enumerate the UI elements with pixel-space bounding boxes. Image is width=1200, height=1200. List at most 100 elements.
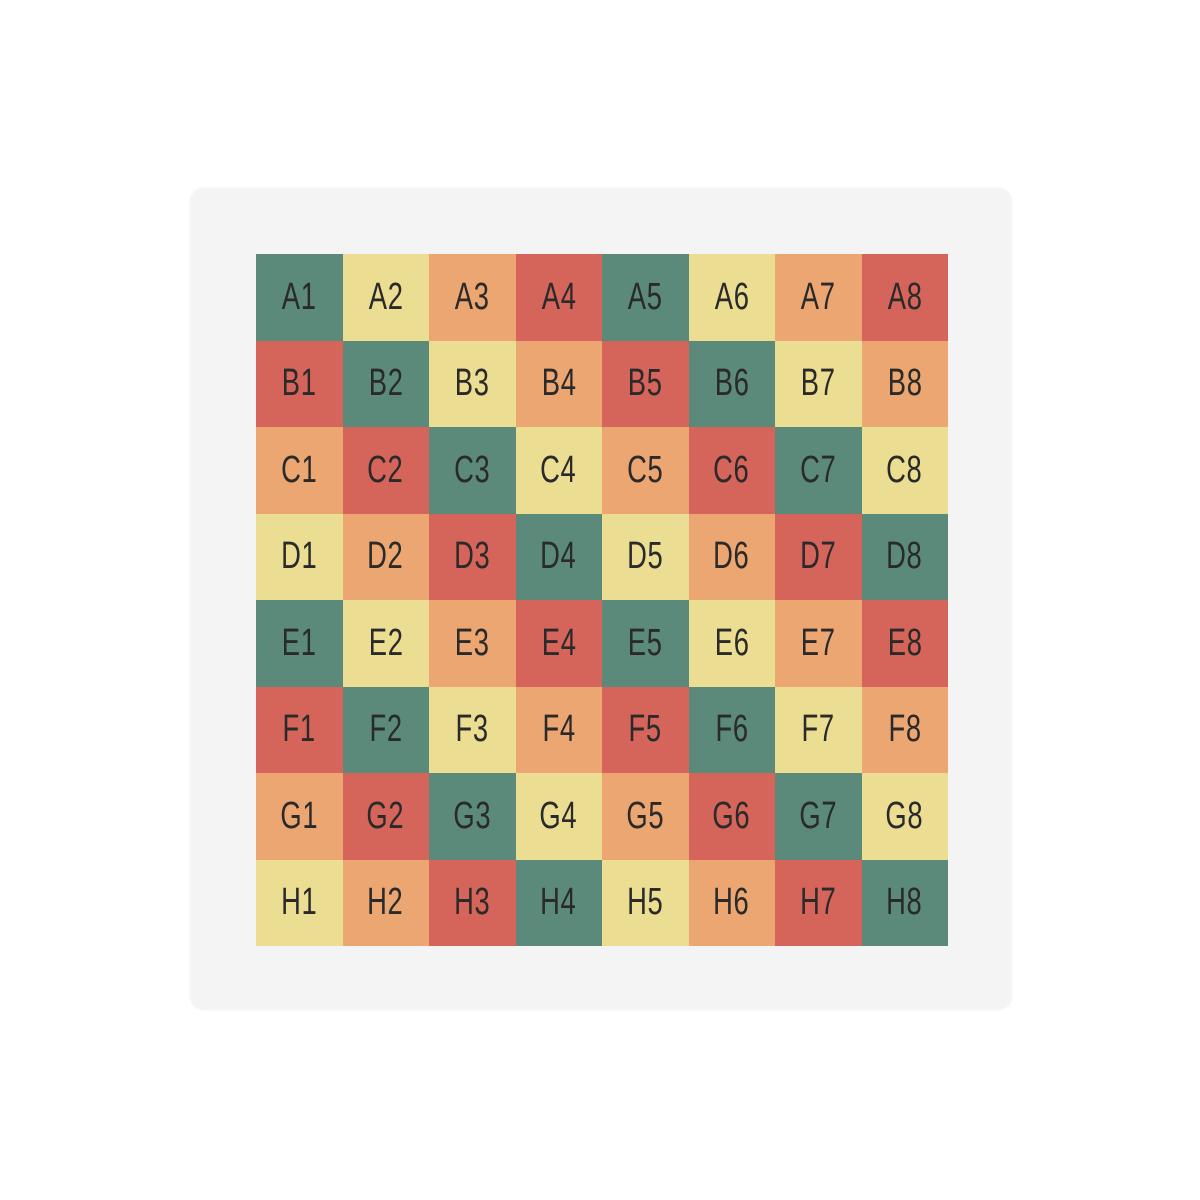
grid-cell: G5: [602, 773, 689, 860]
grid-cell: F5: [602, 686, 689, 773]
cell-label: C4: [540, 448, 577, 491]
grid-cell: E6: [688, 600, 775, 687]
cell-label: B2: [368, 362, 404, 405]
grid-cell: G6: [688, 773, 775, 860]
cell-label: F6: [715, 708, 749, 751]
grid-cell: H3: [429, 859, 516, 946]
cell-label: G7: [799, 794, 838, 837]
grid-cell: H7: [775, 859, 862, 946]
cell-label: E6: [714, 621, 750, 664]
cell-label: D8: [886, 535, 923, 578]
cell-label: D5: [627, 535, 664, 578]
grid-cell: D1: [256, 513, 343, 600]
cell-label: G4: [539, 794, 578, 837]
cell-label: C2: [367, 448, 404, 491]
cell-label: D3: [454, 535, 491, 578]
grid-cell: F1: [256, 686, 343, 773]
cell-label: H6: [713, 881, 750, 924]
cell-label: D1: [281, 535, 318, 578]
cell-label: C7: [800, 448, 837, 491]
cell-label: A2: [368, 275, 404, 318]
grid-cell: C7: [775, 427, 862, 514]
grid-cell: B7: [775, 340, 862, 427]
grid-cell: A6: [688, 254, 775, 341]
grid-cell: H5: [602, 859, 689, 946]
cell-label: C6: [713, 448, 750, 491]
cell-label: F5: [628, 708, 662, 751]
grid-cell: A8: [861, 254, 948, 341]
grid-cell: D2: [342, 513, 429, 600]
cell-label: H5: [627, 881, 664, 924]
cell-label: H2: [367, 881, 404, 924]
grid-cell: H2: [342, 859, 429, 946]
grid-cell: A1: [256, 254, 343, 341]
grid-cell: D7: [775, 513, 862, 600]
grid-cell: C4: [515, 427, 602, 514]
grid-cell: C3: [429, 427, 516, 514]
grid-cell: B5: [602, 340, 689, 427]
cell-label: G2: [366, 794, 405, 837]
grid-cell: E1: [256, 600, 343, 687]
grid-cell: A4: [515, 254, 602, 341]
grid-cell: F4: [515, 686, 602, 773]
cell-label: F1: [282, 708, 316, 751]
grid-cell: F7: [775, 686, 862, 773]
cell-label: B4: [541, 362, 577, 405]
cell-label: B6: [714, 362, 750, 405]
grid-cell: B1: [256, 340, 343, 427]
grid-cell: C2: [342, 427, 429, 514]
grid-cell: B4: [515, 340, 602, 427]
cell-label: B8: [887, 362, 923, 405]
grid-cell: C5: [602, 427, 689, 514]
cell-label: F3: [455, 708, 489, 751]
grid-cell: G3: [429, 773, 516, 860]
cell-label: D7: [800, 535, 837, 578]
color-grid: A1 A2 A3 A4 A5 A6 A7 A8 B1 B2 B3 B4 B5 B6 B7 B8 C1 C2 C3 C4…: [256, 254, 948, 946]
grid-cell: E4: [515, 600, 602, 687]
cell-label: F8: [888, 708, 922, 751]
grid-cell: A5: [602, 254, 689, 341]
cell-label: A5: [627, 275, 663, 318]
cell-label: G5: [626, 794, 665, 837]
cell-label: F2: [369, 708, 403, 751]
cell-label: E4: [541, 621, 577, 664]
cell-label: A6: [714, 275, 750, 318]
cell-label: D6: [713, 535, 750, 578]
cell-label: B5: [627, 362, 663, 405]
grid-cell: H1: [256, 859, 343, 946]
grid-cell: E7: [775, 600, 862, 687]
grid-cell: B8: [861, 340, 948, 427]
grid-cell: D5: [602, 513, 689, 600]
grid-cell: D3: [429, 513, 516, 600]
cell-label: G8: [885, 794, 924, 837]
grid-cell: C8: [861, 427, 948, 514]
cell-label: E8: [887, 621, 923, 664]
cell-label: A3: [454, 275, 490, 318]
grid-cell: E3: [429, 600, 516, 687]
grid-cell: F2: [342, 686, 429, 773]
grid-cell: G7: [775, 773, 862, 860]
cell-label: E5: [627, 621, 663, 664]
cell-label: A8: [887, 275, 923, 318]
cell-label: B7: [800, 362, 836, 405]
grid-cell: B2: [342, 340, 429, 427]
grid-cell: F6: [688, 686, 775, 773]
cell-label: G6: [712, 794, 751, 837]
cell-label: H4: [540, 881, 577, 924]
cell-label: F4: [542, 708, 576, 751]
grid-cell: A7: [775, 254, 862, 341]
grid-cell: E5: [602, 600, 689, 687]
grid-cell: D4: [515, 513, 602, 600]
cell-label: A7: [800, 275, 836, 318]
cell-label: C5: [627, 448, 664, 491]
cell-label: H8: [886, 881, 923, 924]
grid-cell: A2: [342, 254, 429, 341]
cell-label: E2: [368, 621, 404, 664]
grid-cell: H8: [861, 859, 948, 946]
grid-cell: A3: [429, 254, 516, 341]
cell-label: H7: [800, 881, 837, 924]
grid-cell: H6: [688, 859, 775, 946]
grid-cell: G2: [342, 773, 429, 860]
grid-cell: E2: [342, 600, 429, 687]
cell-label: B1: [281, 362, 317, 405]
